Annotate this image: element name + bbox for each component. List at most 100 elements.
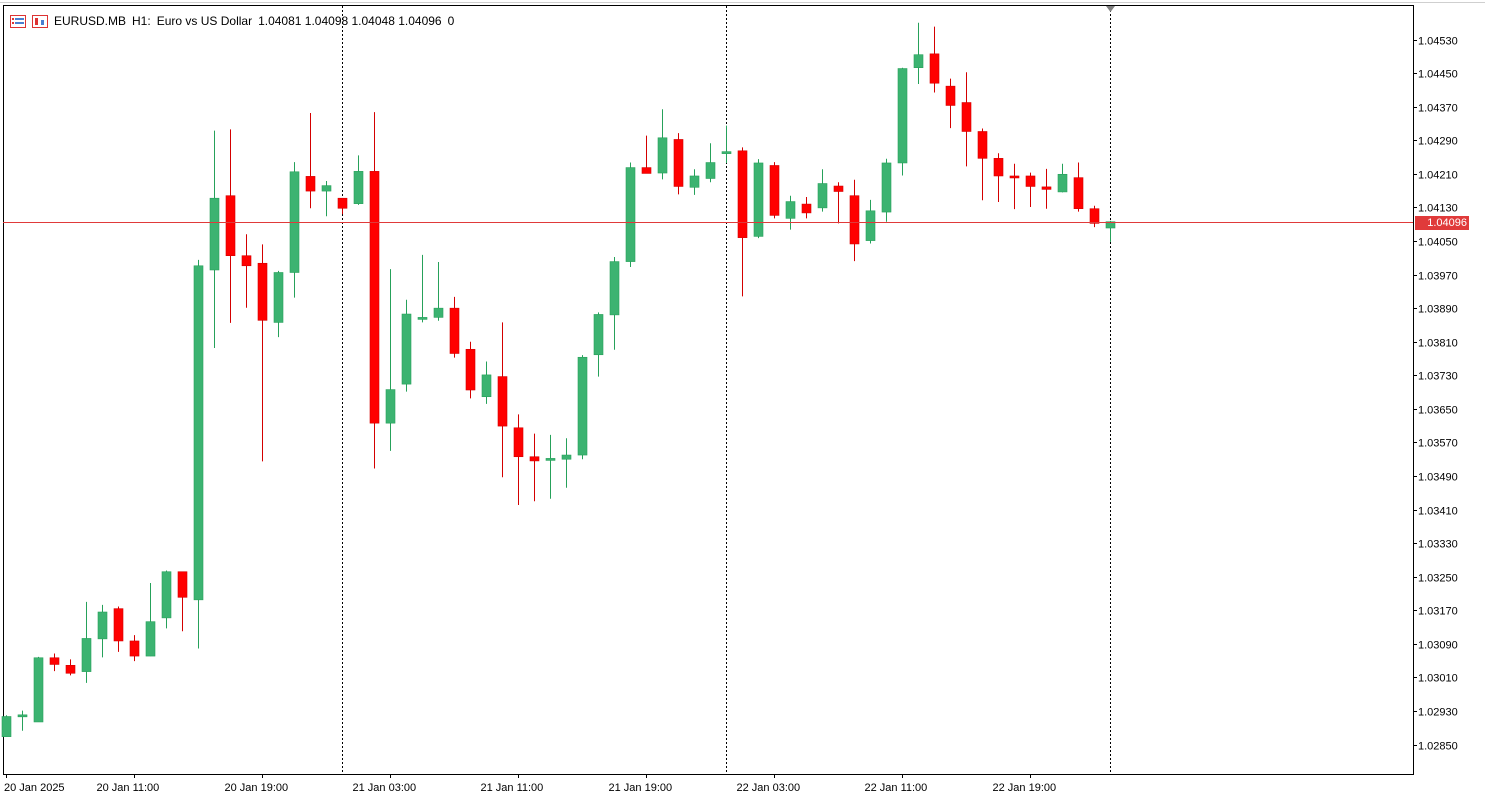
- candle-body: [1073, 177, 1084, 210]
- candle-body: [145, 621, 156, 657]
- candle-body: [737, 150, 748, 238]
- y-axis-label: 1.03570: [1418, 438, 1458, 450]
- y-axis-label: 1.04210: [1418, 170, 1458, 182]
- candle-body: [945, 85, 956, 106]
- y-axis-label: 1.03810: [1418, 338, 1458, 350]
- candle-body: [561, 454, 572, 460]
- candle-body: [609, 261, 620, 316]
- candle-body: [97, 611, 108, 640]
- candle-body: [129, 640, 140, 657]
- y-axis-label: 1.04050: [1418, 237, 1458, 249]
- candle-body: [353, 171, 364, 204]
- candle-body: [545, 458, 556, 461]
- y-axis-label: 1.03010: [1418, 673, 1458, 685]
- y-axis-label: 1.03490: [1418, 472, 1458, 484]
- candle-body: [961, 102, 972, 132]
- y-axis-label: 1.03090: [1418, 640, 1458, 652]
- candle-body: [817, 183, 828, 209]
- candle-body: [321, 185, 332, 192]
- x-axis-label: 21 Jan 03:00: [353, 782, 417, 794]
- symbol-name: EURUSD.MB: [54, 14, 127, 28]
- candle-body: [225, 195, 236, 257]
- candle-body: [305, 176, 316, 192]
- y-axis-label: 1.04530: [1418, 36, 1458, 48]
- candle-body: [865, 210, 876, 241]
- y-axis-label: 1.03330: [1418, 539, 1458, 551]
- candle-body: [977, 131, 988, 159]
- candle-body: [801, 203, 812, 214]
- candle-body: [769, 165, 780, 216]
- candle-body: [849, 195, 860, 245]
- ohlc-values: 1.04081 1.04098 1.04048 1.04096: [258, 14, 442, 28]
- candle-body: [705, 162, 716, 179]
- chart-header: EURUSD.MB H1: Euro vs US Dollar 1.04081 1.0…: [10, 12, 454, 30]
- x-axis-label: 22 Jan 11:00: [865, 782, 928, 794]
- candle-body: [833, 185, 844, 192]
- candle-body: [241, 255, 252, 267]
- candle-body: [1057, 173, 1068, 193]
- candle-body: [1105, 221, 1116, 229]
- candle-body: [449, 307, 460, 354]
- candle-body: [465, 348, 476, 391]
- candle-body: [1041, 186, 1052, 190]
- candle-body: [177, 571, 188, 598]
- candle-body: [81, 638, 92, 672]
- x-axis-label: 20 Jan 19:00: [225, 782, 289, 794]
- candle-body: [625, 167, 636, 262]
- candle-body: [113, 608, 124, 642]
- chart-shift-marker: [1106, 6, 1115, 12]
- candle-body: [785, 201, 796, 219]
- candle-body: [481, 374, 492, 398]
- candle-body: [641, 167, 652, 174]
- candle-body: [33, 657, 44, 723]
- candle-body: [593, 314, 604, 356]
- y-axis-label: 1.03730: [1418, 371, 1458, 383]
- candle-body: [385, 389, 396, 424]
- y-axis-label: 1.03250: [1418, 573, 1458, 585]
- y-axis-label: 1.03650: [1418, 405, 1458, 417]
- candle-body: [209, 197, 220, 271]
- candle-body: [49, 657, 60, 665]
- timeframe-label: H1:: [132, 14, 151, 28]
- x-axis-label: 21 Jan 19:00: [609, 782, 673, 794]
- candle-body: [337, 197, 348, 209]
- symbol-description: Euro vs US Dollar: [156, 14, 253, 28]
- y-axis-label: 1.04450: [1418, 69, 1458, 81]
- x-axis-label: 22 Jan 19:00: [993, 782, 1057, 794]
- window-list-icon[interactable]: [10, 14, 26, 28]
- candle-body: [721, 151, 732, 154]
- y-axis-label: 1.04290: [1418, 136, 1458, 148]
- candle-body: [1089, 208, 1100, 224]
- candle-body: [529, 456, 540, 462]
- candle-body: [433, 307, 444, 318]
- candle-body: [401, 313, 412, 385]
- candle-body: [753, 162, 764, 237]
- plot-frame: [3, 5, 1414, 775]
- x-axis-label: 20 Jan 2025: [4, 782, 65, 794]
- candle-body: [689, 175, 700, 188]
- current-price-label: 1.04096: [1415, 215, 1469, 230]
- x-axis-label: 22 Jan 03:00: [737, 782, 801, 794]
- y-axis-label: 1.03890: [1418, 304, 1458, 316]
- candle-body: [513, 427, 524, 458]
- candle-body: [369, 171, 380, 424]
- candle-body: [1025, 175, 1036, 187]
- candle-body: [673, 139, 684, 187]
- chart-type-icon[interactable]: [32, 14, 48, 28]
- candle-body: [929, 53, 940, 84]
- candle-body: [881, 162, 892, 213]
- candle-body: [193, 265, 204, 601]
- y-axis-label: 1.03970: [1418, 271, 1458, 283]
- candle-body: [497, 376, 508, 427]
- candle-body: [417, 317, 428, 320]
- y-axis-label: 1.03170: [1418, 606, 1458, 618]
- candle-body: [913, 54, 924, 68]
- y-axis-label: 1.04130: [1418, 203, 1458, 215]
- candle-body: [1, 716, 12, 737]
- candle-body: [161, 571, 172, 619]
- candle-body: [257, 262, 268, 321]
- candle-body: [17, 714, 28, 718]
- x-axis-label: 21 Jan 11:00: [481, 782, 544, 794]
